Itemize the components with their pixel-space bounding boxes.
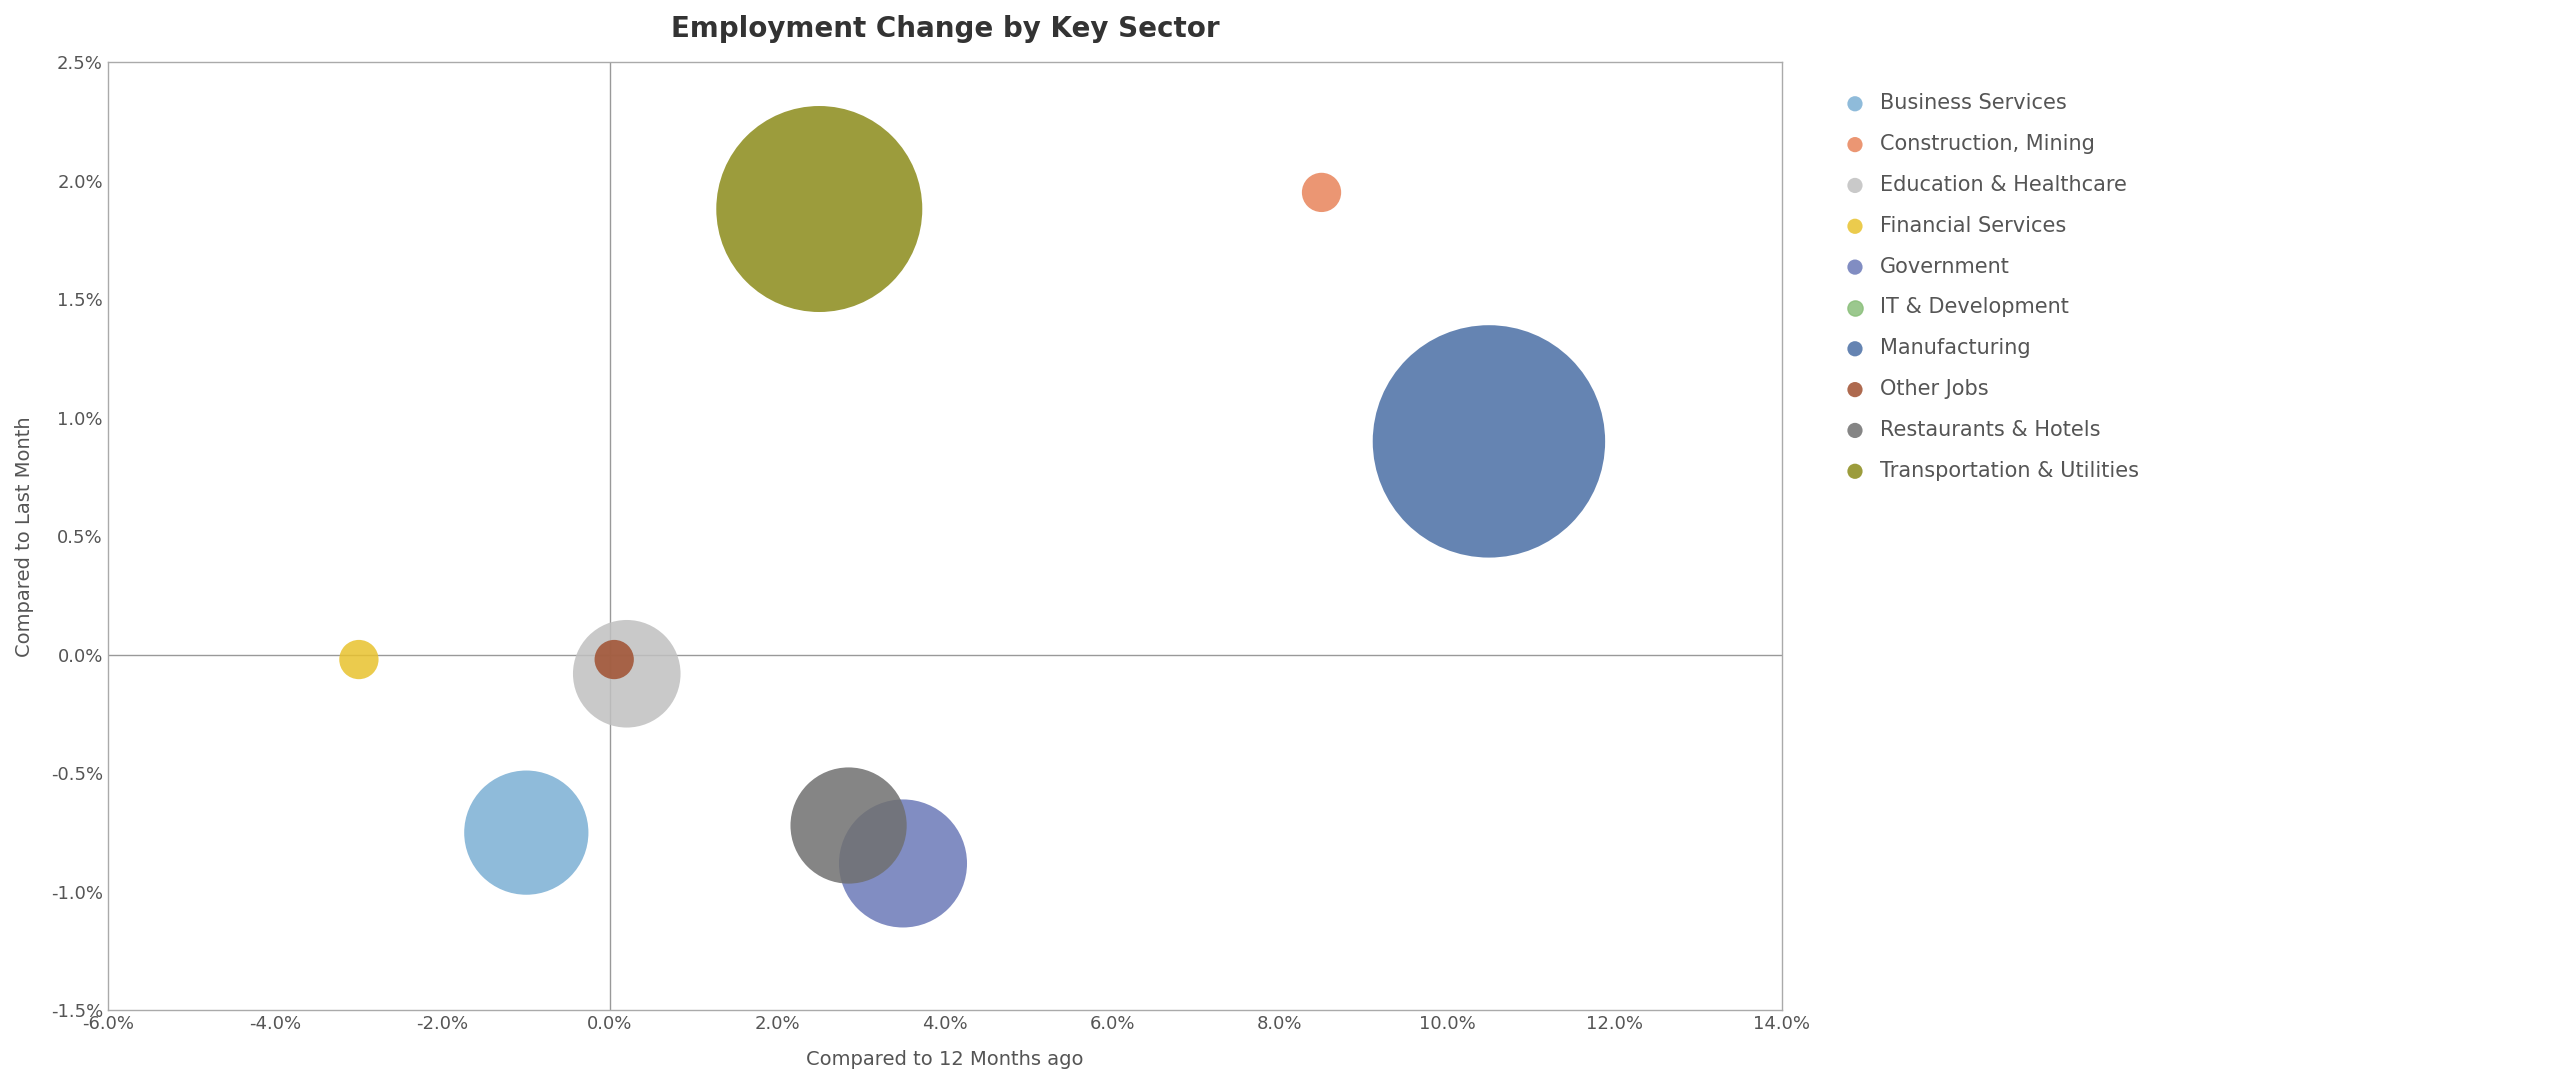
- Title: Employment Change by Key Sector: Employment Change by Key Sector: [670, 15, 1219, 43]
- Education & Healthcare: [606, 666, 647, 683]
- Legend: Business Services, Construction, Mining, Education & Healthcare, Financial Servi: Business Services, Construction, Mining,…: [1827, 73, 2161, 502]
- Construction, Mining: [1301, 184, 1342, 202]
- Other Jobs: [593, 650, 634, 668]
- Y-axis label: Compared to Last Month: Compared to Last Month: [15, 416, 33, 657]
- Financial Services: [339, 650, 380, 668]
- X-axis label: Compared to 12 Months ago: Compared to 12 Months ago: [806, 1050, 1083, 1069]
- Transportation & Utilities: [798, 201, 839, 218]
- Government: [883, 855, 924, 873]
- Business Services: [506, 824, 547, 841]
- Restaurants & Hotels: [829, 817, 870, 835]
- Manufacturing: [1468, 433, 1509, 450]
